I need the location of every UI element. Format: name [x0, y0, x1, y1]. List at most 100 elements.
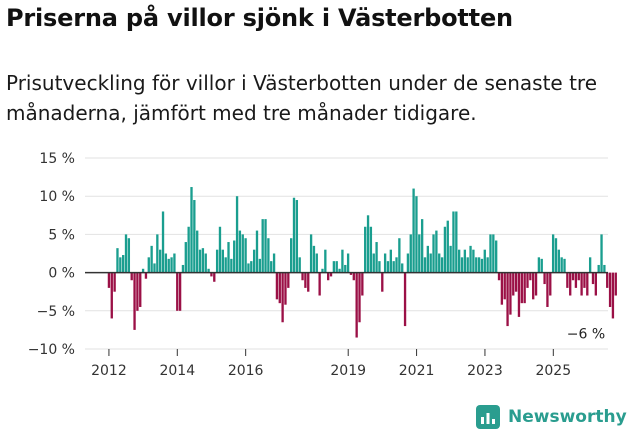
bar [386, 261, 390, 273]
x-tick-label: 2021 [399, 363, 435, 379]
bar [381, 272, 384, 292]
bar [580, 272, 583, 296]
bar [577, 272, 580, 281]
bar [597, 264, 600, 273]
bar [566, 272, 569, 288]
bar [534, 272, 538, 296]
bar [304, 272, 307, 288]
bar [551, 234, 555, 273]
bar [372, 253, 375, 273]
bar [181, 264, 185, 273]
bar [287, 272, 290, 288]
bar [440, 257, 444, 273]
bar [554, 238, 558, 273]
bar [369, 226, 373, 273]
bar [278, 272, 281, 304]
bar [235, 196, 239, 273]
bar [383, 253, 387, 273]
bar [483, 249, 486, 273]
bar [161, 211, 165, 273]
bar [571, 272, 575, 281]
bar [327, 272, 330, 281]
brand-logo: Newsworthy [476, 405, 627, 429]
bar [435, 230, 438, 273]
axis-layer: 15 % 10 % 5 % 0 % −5 % −10 % 2012 2014 2016 2019 2… [28, 151, 608, 379]
bar [429, 253, 432, 273]
bar [198, 249, 202, 273]
bar [443, 226, 447, 273]
bar [267, 238, 270, 273]
bar [529, 272, 532, 281]
bar [403, 272, 407, 327]
bar [398, 238, 401, 273]
bar [329, 272, 333, 277]
bar [315, 253, 318, 273]
bar [540, 258, 543, 273]
bar [332, 261, 336, 273]
bar [395, 257, 398, 273]
bar [250, 261, 253, 273]
y-tick-label: 15 % [39, 151, 75, 167]
bar [275, 272, 279, 300]
bar [184, 242, 187, 273]
bar [258, 258, 262, 273]
bar [611, 272, 615, 319]
bar [292, 197, 296, 273]
bar [500, 272, 504, 305]
bar [557, 249, 560, 273]
bar [560, 257, 563, 273]
bar [173, 253, 176, 273]
bar [458, 249, 461, 273]
bar [475, 257, 478, 273]
x-tick-label: 2025 [535, 363, 571, 379]
bar [241, 234, 244, 273]
bar [324, 249, 327, 273]
bar [517, 272, 521, 317]
bar [190, 187, 193, 273]
bar [213, 272, 216, 282]
bar [420, 219, 424, 273]
bar [261, 219, 264, 273]
bar [412, 188, 415, 273]
bar [270, 261, 273, 273]
last-value-annotation: −6 % [567, 326, 605, 342]
bar [210, 272, 213, 277]
bar [426, 245, 429, 273]
bar [153, 263, 156, 273]
bar [170, 257, 173, 273]
bar [418, 234, 421, 273]
bar [312, 245, 316, 273]
grid-layer [85, 157, 608, 350]
bar [361, 272, 364, 296]
bar [133, 272, 136, 330]
bar [469, 245, 472, 273]
bar [309, 234, 313, 273]
bar [147, 257, 150, 273]
bar [119, 257, 122, 273]
bar [608, 272, 612, 307]
y-tick-label: −5 % [37, 304, 75, 320]
x-tick-label: 2016 [228, 363, 264, 379]
bar [526, 272, 529, 288]
bar [563, 258, 566, 273]
bar [136, 272, 139, 311]
bar [107, 272, 111, 288]
bar [281, 272, 284, 323]
bar [238, 230, 242, 273]
bar [150, 245, 153, 273]
bar [127, 238, 131, 273]
bar [204, 253, 207, 273]
brand-name: Newsworthy [508, 407, 627, 427]
bar [446, 220, 449, 273]
bar [472, 249, 475, 273]
bar [164, 253, 168, 273]
chart-subtitle: Prisutveckling för villor i Västerbotten… [6, 71, 598, 125]
bar [284, 272, 287, 305]
bar [366, 215, 370, 273]
bar [406, 253, 410, 273]
bar [509, 272, 512, 315]
bar [247, 263, 250, 273]
bar [409, 234, 412, 273]
bar [252, 249, 256, 273]
bar [130, 272, 133, 281]
